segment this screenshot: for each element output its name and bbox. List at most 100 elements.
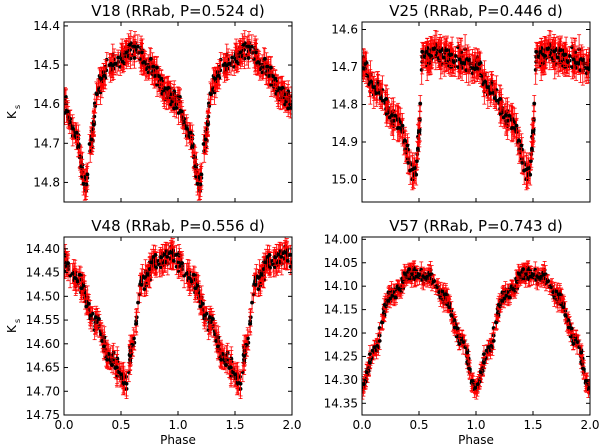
data-point (516, 138, 521, 143)
y-tick-label: 15.0 (331, 173, 358, 187)
data-point (420, 49, 425, 54)
data-point (483, 79, 488, 84)
data-point (514, 123, 519, 128)
data-point (269, 73, 274, 78)
data-point (158, 265, 163, 270)
data-point (421, 54, 426, 59)
data-point (441, 55, 446, 60)
data-point (567, 54, 572, 58)
data-point (92, 114, 97, 119)
data-point (110, 63, 115, 68)
data-point (507, 113, 512, 118)
data-point (372, 85, 376, 90)
data-point (457, 57, 462, 62)
data-point (532, 101, 537, 106)
data-point (101, 73, 106, 78)
data-point (119, 57, 124, 61)
chart-title: V25 (RRab, P=0.446 d) (389, 2, 562, 20)
data-points (362, 29, 590, 191)
data-point (520, 147, 524, 152)
data-point (188, 130, 193, 135)
data-point (444, 48, 449, 53)
data-point (477, 62, 482, 66)
data-point (412, 166, 417, 171)
y-tick-label: 14.7 (331, 60, 358, 74)
data-point (492, 96, 497, 101)
data-point (245, 53, 249, 57)
data-point (64, 111, 67, 115)
chart-title: V18 (RRab, P=0.524 d) (91, 2, 264, 20)
data-point (279, 86, 283, 91)
data-point (151, 64, 156, 69)
panel-1: V25 (RRab, P=0.446 d) 14.6 14.7 14.8 14.9 15.… (331, 2, 591, 203)
data-point (393, 113, 398, 118)
y-tick-label: 14.6 (33, 97, 60, 111)
data-point (498, 97, 503, 101)
data-point (155, 73, 160, 78)
data-point (362, 66, 365, 71)
data-point (135, 44, 140, 49)
data-point (273, 76, 278, 81)
data-point (431, 46, 435, 51)
data-point (563, 52, 568, 57)
data-point (127, 43, 132, 47)
data-point (185, 126, 189, 131)
data-point (256, 60, 261, 64)
data-point (265, 64, 270, 69)
data-point (203, 137, 208, 142)
y-axis-label-main: K (5, 110, 19, 119)
data-point (390, 113, 394, 118)
data-point (575, 61, 580, 65)
y-axis-label-sub: s (13, 105, 22, 109)
y-tick-label: 14.8 (33, 175, 60, 189)
data-point (128, 56, 133, 61)
panel-0: V18 (RRab, P=0.524 d) 14.4 14.5 14.6 14.7 14.… (5, 2, 293, 203)
data-point (146, 70, 151, 75)
data-point (415, 146, 420, 151)
data-point (429, 53, 434, 58)
data-point (488, 91, 493, 95)
data-point (85, 172, 90, 177)
data-point (201, 142, 206, 146)
data-point (286, 89, 291, 94)
data-point (547, 54, 552, 58)
data-point (529, 146, 534, 151)
data-point (174, 105, 179, 110)
data-point (241, 43, 246, 47)
data-point (433, 54, 438, 58)
data-point (563, 64, 568, 69)
data-point (208, 92, 213, 97)
data-point (179, 109, 184, 114)
data-point (510, 117, 515, 122)
data-point (124, 50, 129, 55)
data-point (196, 175, 201, 179)
data-point (76, 144, 81, 149)
data-point (131, 53, 135, 57)
data-point (438, 49, 443, 54)
data-point (288, 105, 292, 110)
data-point (165, 86, 169, 91)
data-point (65, 109, 70, 114)
data-point (148, 56, 153, 61)
data-point (94, 92, 99, 97)
data-point (424, 49, 429, 54)
data-point (479, 73, 484, 78)
data-point (234, 59, 239, 64)
data-point (190, 144, 195, 149)
data-point (552, 49, 557, 54)
data-point (417, 129, 422, 134)
data-point (82, 175, 87, 179)
data-point (378, 96, 383, 101)
data-point (206, 114, 211, 119)
data-point (558, 48, 563, 53)
y-tick-label: 14.4 (33, 19, 60, 33)
data-point (449, 64, 454, 69)
data-point (246, 44, 251, 49)
data-point (107, 63, 112, 67)
data-point (486, 85, 490, 90)
data-point (387, 115, 392, 120)
data-point (116, 55, 121, 60)
data-point (519, 143, 524, 148)
data-point (543, 53, 548, 58)
data-point (406, 160, 411, 165)
